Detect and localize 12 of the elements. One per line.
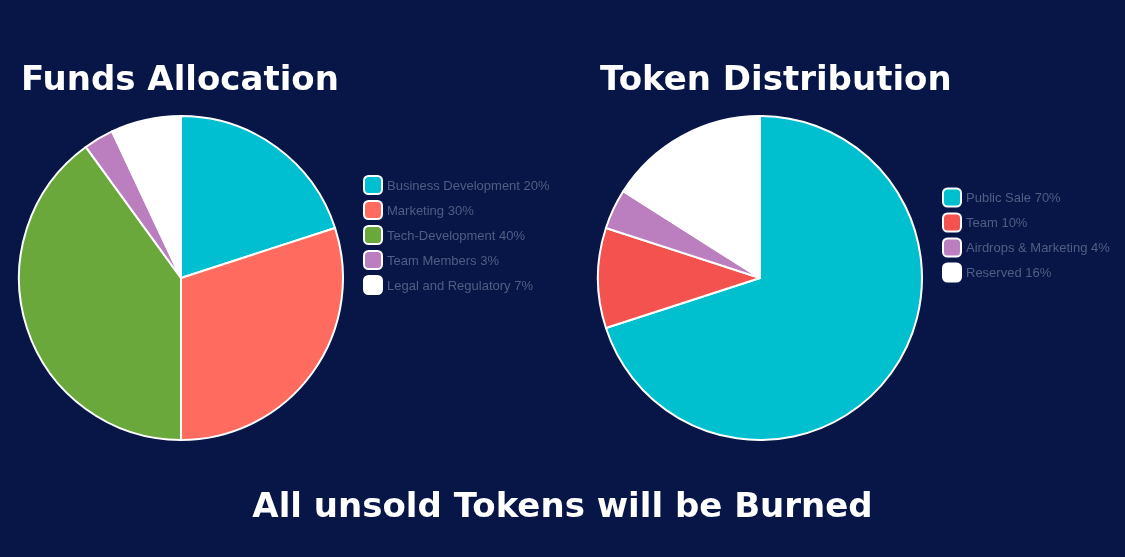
- legend-label: Tech-Development 40%: [387, 227, 526, 243]
- chart-title: Token Distribution: [600, 58, 952, 98]
- legend-label: Airdrops & Marketing 4%: [966, 240, 1111, 255]
- legend-label: Marketing 30%: [387, 202, 475, 218]
- legend-label: Team Members 3%: [387, 252, 500, 268]
- legend-label: Business Development 20%: [387, 177, 551, 193]
- legend-label: Team 10%: [966, 215, 1028, 230]
- legend-label: Legal and Regulatory 7%: [387, 277, 534, 293]
- legend-label: Public Sale 70%: [966, 190, 1062, 205]
- chart-title: Funds Allocation: [21, 58, 339, 98]
- text: All unsold Tokens will be Burned: [251, 485, 874, 525]
- legend-label: Reserved 16%: [966, 265, 1052, 280]
